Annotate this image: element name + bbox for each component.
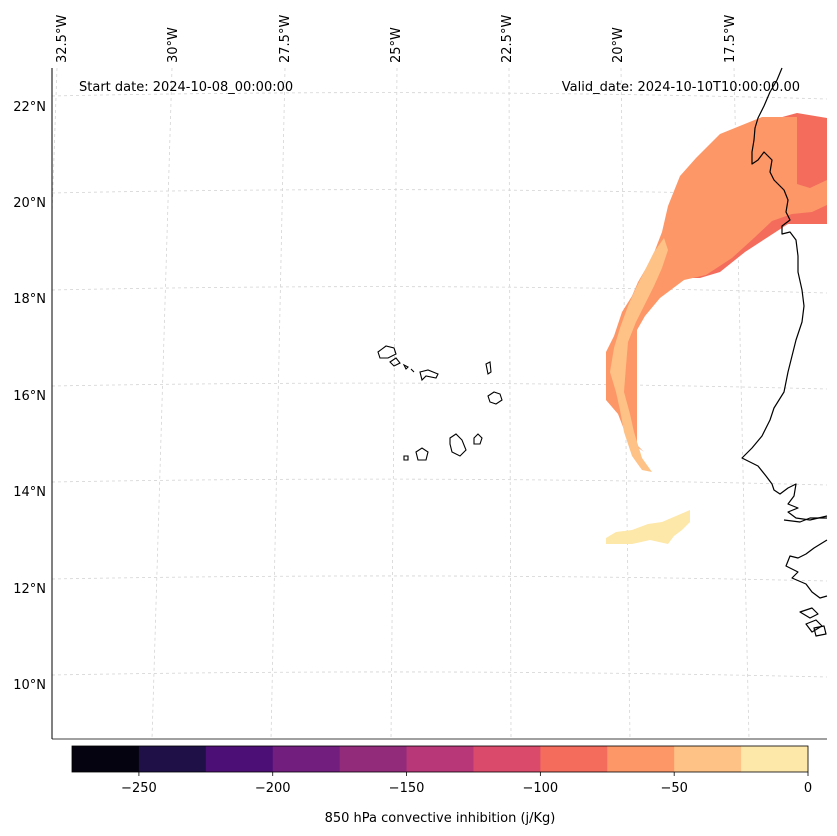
- bijagos-islands: [799, 607, 827, 637]
- lon-label-17-5w: 17.5°W: [723, 15, 738, 63]
- lat-label-10n: 10°N: [13, 678, 46, 693]
- colorbar-tick-label: 0: [804, 781, 812, 796]
- colorbar-tick-label: −100: [523, 781, 559, 796]
- longitude-labels: 32.5°W 30°W 27.5°W 25°W 22.5°W 20°W 17.5…: [55, 15, 738, 63]
- colorbar-tick-label: −50: [660, 781, 687, 796]
- lat-label-16n: 16°N: [13, 389, 46, 404]
- map-frame: [51, 68, 827, 740]
- gambia-coastline: [783, 517, 827, 523]
- colorbar: −250 −200 −150 −100 −50 0 850 hPa convective …: [71, 745, 812, 826]
- lat-label-18n: 18°N: [13, 292, 46, 307]
- lat-label-12n: 12°N: [13, 582, 46, 597]
- lat-label-14n: 14°N: [13, 485, 46, 500]
- lon-label-22-5w: 22.5°W: [500, 15, 515, 63]
- colorbar-outline: [71, 745, 809, 773]
- colorbar-cell: [473, 746, 541, 772]
- guinea-coastline: [785, 539, 828, 599]
- cin-band-minus-25: [606, 510, 690, 544]
- colorbar-tick-label: −150: [389, 781, 425, 796]
- cin-band-minus-50: [610, 238, 668, 472]
- cin-contours: [606, 113, 827, 544]
- colorbar-cells: [72, 746, 809, 772]
- colorbar-cell: [205, 746, 274, 772]
- colorbar-cell: [339, 746, 408, 772]
- latitude-labels: 22°N 20°N 18°N 16°N 14°N 12°N 10°N: [13, 100, 46, 693]
- lon-label-30w: 30°W: [166, 27, 181, 63]
- cin-band-minus-75: [606, 117, 827, 452]
- coastlines: [741, 67, 828, 637]
- colorbar-cell: [607, 746, 675, 772]
- colorbar-cell: [138, 746, 207, 772]
- colorbar-tick-label: −250: [121, 781, 157, 796]
- cape-verde-islands: [377, 345, 503, 461]
- colorbar-cell: [72, 746, 140, 772]
- colorbar-label: 850 hPa convective inhibition (j/Kg): [325, 811, 556, 826]
- valid-date-label: Valid_date: 2024-10-10T10:00:00.00: [562, 80, 800, 95]
- colorbar-ticks: −250 −200 −150 −100 −50 0: [121, 772, 812, 796]
- start-date-label: Start date: 2024-10-08_00:00:00: [79, 80, 293, 95]
- lon-label-27-5w: 27.5°W: [278, 15, 293, 63]
- colorbar-tick-label: −200: [255, 781, 291, 796]
- lat-label-20n: 20°N: [13, 196, 46, 211]
- lat-label-22n: 22°N: [13, 100, 46, 115]
- lon-label-25w: 25°W: [389, 27, 404, 63]
- lon-label-20w: 20°W: [611, 27, 626, 63]
- colorbar-cell: [741, 746, 809, 772]
- lon-label-32-5w: 32.5°W: [55, 15, 70, 63]
- colorbar-cell: [406, 746, 474, 772]
- colorbar-cell: [540, 746, 608, 772]
- west-africa-coastline: [741, 67, 828, 521]
- colorbar-cell: [674, 746, 742, 772]
- gridlines: [51, 67, 828, 740]
- colorbar-cell: [272, 746, 341, 772]
